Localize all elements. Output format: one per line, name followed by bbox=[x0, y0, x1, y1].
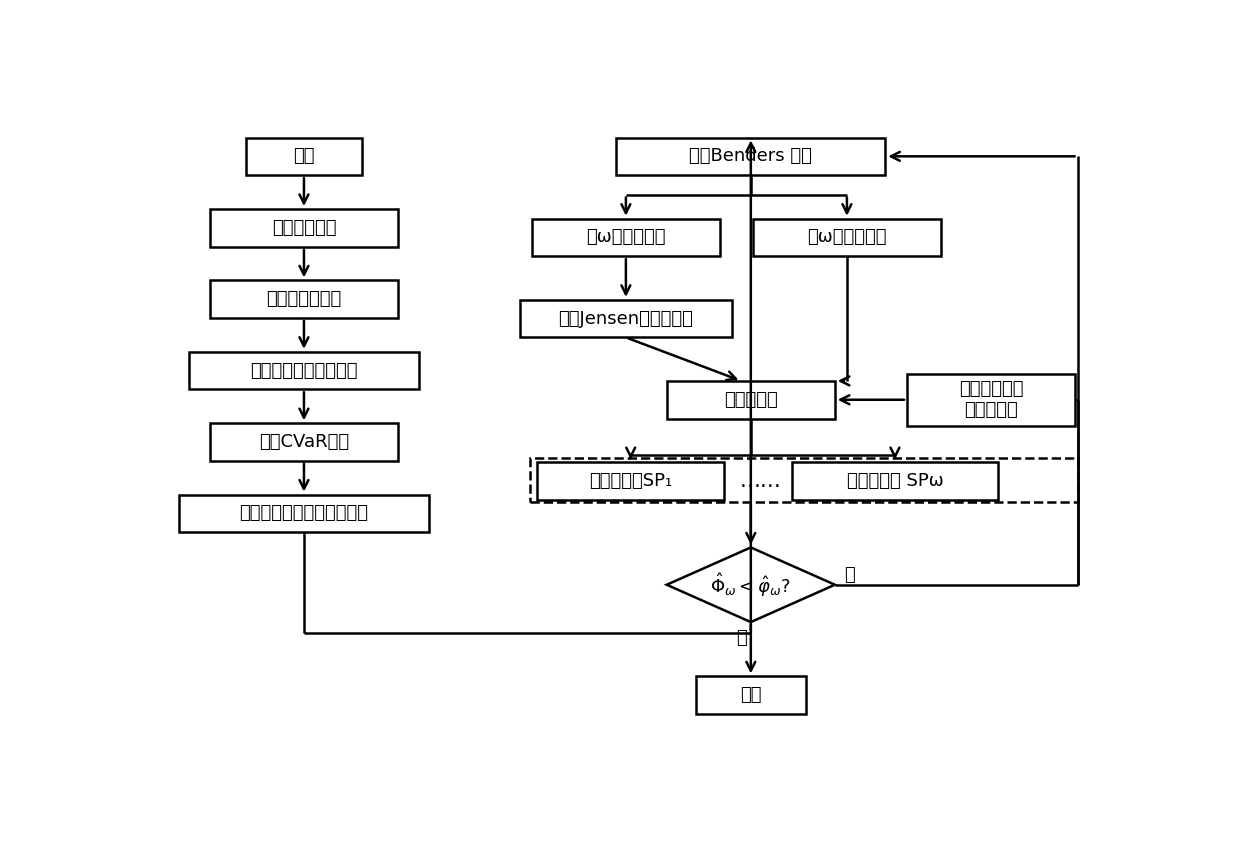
Text: 基于备用需求构建风险模型: 基于备用需求构建风险模型 bbox=[239, 504, 368, 523]
FancyBboxPatch shape bbox=[616, 137, 885, 175]
FancyBboxPatch shape bbox=[791, 462, 998, 500]
Text: 和ω相关的约束: 和ω相关的约束 bbox=[587, 228, 666, 246]
FancyBboxPatch shape bbox=[211, 209, 398, 246]
Text: 拉丁超立方抽样: 拉丁超立方抽样 bbox=[267, 290, 341, 309]
FancyBboxPatch shape bbox=[247, 137, 362, 175]
Text: 场景缩减获取经典场景: 场景缩减获取经典场景 bbox=[250, 362, 357, 379]
FancyBboxPatch shape bbox=[188, 352, 419, 389]
FancyBboxPatch shape bbox=[521, 300, 732, 337]
Text: 开始: 开始 bbox=[293, 148, 315, 165]
Text: 和ω无关的约束: 和ω无关的约束 bbox=[807, 228, 887, 246]
Text: 加入Jensen不等式约束: 加入Jensen不等式约束 bbox=[558, 309, 693, 328]
Polygon shape bbox=[667, 547, 835, 622]
FancyBboxPatch shape bbox=[537, 462, 724, 500]
Text: 求解子问题 SPω: 求解子问题 SPω bbox=[847, 472, 944, 490]
Text: 构建CVaR指标: 构建CVaR指标 bbox=[259, 433, 348, 451]
FancyBboxPatch shape bbox=[753, 218, 941, 256]
Text: 否: 否 bbox=[844, 566, 856, 584]
Text: $\hat{\Phi}_{\omega} < \hat{\varphi}_{\omega}$?: $\hat{\Phi}_{\omega} < \hat{\varphi}_{\o… bbox=[711, 571, 791, 599]
FancyBboxPatch shape bbox=[211, 281, 398, 318]
FancyBboxPatch shape bbox=[696, 676, 806, 714]
FancyBboxPatch shape bbox=[211, 423, 398, 461]
Text: 结束: 结束 bbox=[740, 686, 761, 704]
FancyBboxPatch shape bbox=[667, 381, 835, 419]
Text: 是: 是 bbox=[735, 629, 746, 647]
Text: ……: …… bbox=[739, 471, 781, 491]
FancyBboxPatch shape bbox=[179, 495, 429, 532]
Text: 输入分布函数: 输入分布函数 bbox=[272, 218, 336, 237]
Text: 求解子问题SP₁: 求解子问题SP₁ bbox=[589, 472, 672, 490]
Text: 加入各子问题
生成的割集: 加入各子问题 生成的割集 bbox=[959, 380, 1023, 419]
Text: 进行Benders 分解: 进行Benders 分解 bbox=[689, 148, 812, 165]
FancyBboxPatch shape bbox=[906, 373, 1075, 426]
FancyBboxPatch shape bbox=[532, 218, 719, 256]
Text: 求解主问题: 求解主问题 bbox=[724, 391, 777, 409]
